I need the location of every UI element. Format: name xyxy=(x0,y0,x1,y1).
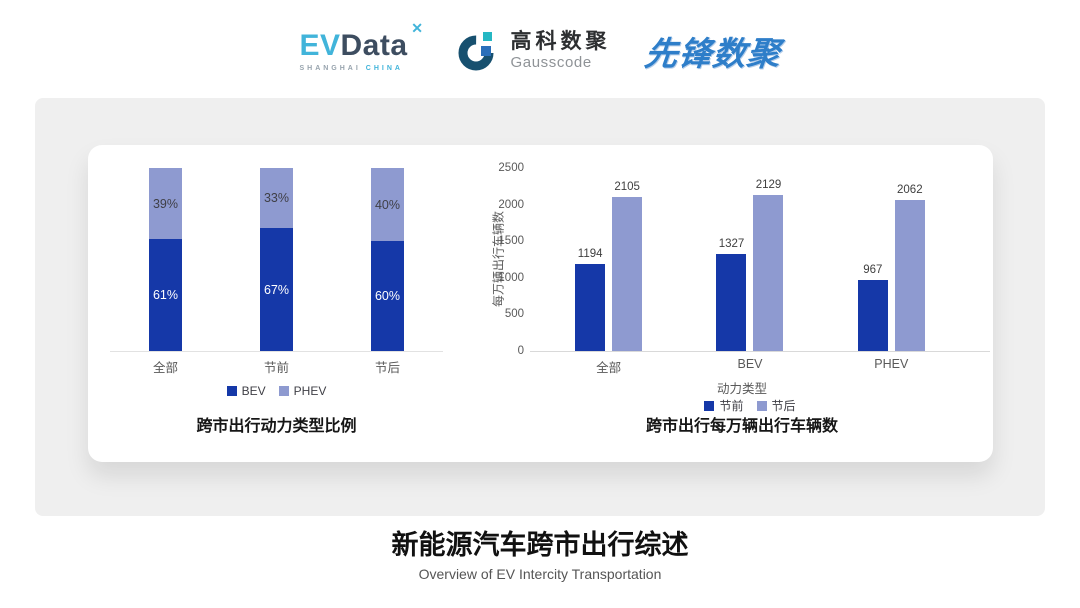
y-tick-label: 1000 xyxy=(498,271,524,284)
bev-segment: 67% xyxy=(260,228,293,351)
evdata-china-text: CHINA xyxy=(365,64,403,72)
legend-label: 节后 xyxy=(771,399,796,413)
legend-swatch xyxy=(704,400,715,411)
evdata-subtext: SHANGHAI CHINA xyxy=(299,65,407,72)
bev-segment: 61% xyxy=(149,239,182,351)
stacked-chart-x-labels: 全部 节前 节后 xyxy=(110,357,443,376)
legend-item: 节前 xyxy=(704,397,744,414)
bev-percent-label: 60% xyxy=(374,289,401,304)
y-tick-label: 0 xyxy=(517,345,524,357)
grouped-chart-x-labels: 全部 BEV PHEV xyxy=(538,357,962,376)
phev-segment: 33% xyxy=(260,168,293,229)
page-subtitle: Overview of EV Intercity Transportation xyxy=(418,566,662,582)
stacked-chart-legend: BEV PHEV xyxy=(110,384,443,398)
grouped-bar: 1194 xyxy=(575,248,606,351)
evdata-x-mark-icon: ✕ xyxy=(411,19,424,36)
charts-panel: 39% 61% 33% 67% 40% 60% 全部 节前 节后 BEV PHEV 跨市出行动力… xyxy=(88,145,993,462)
gausscode-g-icon xyxy=(458,32,494,71)
evdata-data-text: Data xyxy=(340,28,408,62)
legend-item: BEV xyxy=(226,384,266,398)
stacked-bar-column: 33% 67% xyxy=(221,168,332,351)
evdata-ev-text: EV xyxy=(299,28,341,62)
grouped-bar: 967 xyxy=(857,264,888,351)
grouped-bar: 2129 xyxy=(753,179,784,351)
bar-value-label: 2105 xyxy=(614,181,640,193)
stacked-chart-title: 跨市出行动力类型比例 xyxy=(196,418,357,435)
grouped-chart-title: 跨市出行每万辆出行车辆数 xyxy=(645,418,838,435)
phev-segment: 40% xyxy=(371,168,404,242)
bev-percent-label: 67% xyxy=(263,282,290,297)
gausscode-en-text: Gausscode xyxy=(510,54,592,72)
y-tick-label: 2500 xyxy=(498,162,524,174)
page-title: 新能源汽车跨市出行综述 xyxy=(391,530,689,560)
stacked-bar: 40% 60% xyxy=(371,168,404,351)
bar-value-label: 1194 xyxy=(577,248,603,260)
x-category-label: 全部 xyxy=(152,361,178,375)
evdata-wordmark: EVData ✕ xyxy=(299,21,423,62)
legend-swatch xyxy=(756,400,767,411)
grouped-bar-plot: 1194 2105 1327 2129 967 2062 xyxy=(538,168,962,351)
stacked-bar-column: 39% 61% xyxy=(110,168,221,351)
evdata-shanghai-text: SHANGHAI xyxy=(299,64,361,72)
phev-percent-label: 39% xyxy=(152,196,179,211)
x-category-label: 节前 xyxy=(263,361,289,375)
bar-value-label: 2062 xyxy=(897,184,923,196)
x-category-label: 全部 xyxy=(596,361,622,375)
y-axis-ticks: 0 500 1000 1500 2000 2500 xyxy=(488,162,524,357)
bar-group: 1327 2129 xyxy=(679,168,820,351)
y-tick-label: 2000 xyxy=(498,198,524,211)
y-tick-label: 500 xyxy=(504,308,524,321)
gausscode-wordmark: 高科数聚 Gausscode xyxy=(511,30,611,71)
evdata-logo: EVData ✕ SHANGHAI CHINA xyxy=(299,21,423,72)
x-category-label: 节后 xyxy=(374,361,400,375)
legend-label: BEV xyxy=(241,384,266,398)
legend-item: PHEV xyxy=(278,384,327,398)
legend-swatch xyxy=(226,386,237,396)
xianfeng-logo: 先锋数聚 xyxy=(642,35,783,72)
bar-group: 967 2062 xyxy=(821,168,962,351)
phev-percent-label: 33% xyxy=(263,191,290,206)
x-axis-line xyxy=(530,351,990,352)
bar-value-label: 1327 xyxy=(718,238,745,250)
grouped-bar: 2062 xyxy=(894,184,925,351)
powertrain-share-chart: 39% 61% 33% 67% 40% 60% 全部 节前 节后 BEV PHEV 跨市出行动力… xyxy=(88,145,468,462)
legend-swatch xyxy=(278,386,289,396)
gausscode-logo: 高科数聚 Gausscode xyxy=(456,28,611,74)
x-axis-title: 动力类型 xyxy=(716,382,767,396)
phev-percent-label: 40% xyxy=(374,197,401,212)
stacked-bar: 33% 67% xyxy=(260,168,293,351)
grouped-bar: 1327 xyxy=(716,238,747,351)
grouped-bar: 2105 xyxy=(612,181,643,351)
bar-group: 1194 2105 xyxy=(538,168,679,351)
legend-item: 节后 xyxy=(756,397,796,414)
stacked-bar: 39% 61% xyxy=(149,168,182,351)
y-tick-label: 1500 xyxy=(498,235,524,248)
x-category-label: BEV xyxy=(737,357,763,371)
legend-label: 节前 xyxy=(719,399,744,413)
x-category-label: PHEV xyxy=(874,357,909,371)
stacked-bar-plot: 39% 61% 33% 67% 40% 60% xyxy=(110,168,443,352)
bev-segment: 60% xyxy=(371,241,404,351)
bar-value-label: 967 xyxy=(863,264,883,276)
bar-value-label: 2129 xyxy=(755,179,782,191)
footer: 新能源汽车跨市出行综述 Overview of EV Intercity Tra… xyxy=(0,529,1080,582)
stacked-bar-column: 40% 60% xyxy=(332,168,443,351)
trips-per-10k-chart: 每万辆出行车辆数 0 500 1000 1500 2000 2500 1194 2105 13… xyxy=(488,145,993,462)
phev-segment: 39% xyxy=(149,168,182,240)
gausscode-cn-text: 高科数聚 xyxy=(510,30,611,54)
bev-percent-label: 61% xyxy=(152,288,179,303)
charts-card: 39% 61% 33% 67% 40% 60% 全部 节前 节后 BEV PHEV 跨市出行动力… xyxy=(35,98,1045,516)
legend-label: PHEV xyxy=(293,384,327,398)
grouped-chart-legend: 节前 节后 xyxy=(538,397,962,414)
header-logos: EVData ✕ SHANGHAI CHINA 高科数聚 Gausscode 先… xyxy=(0,18,1080,84)
